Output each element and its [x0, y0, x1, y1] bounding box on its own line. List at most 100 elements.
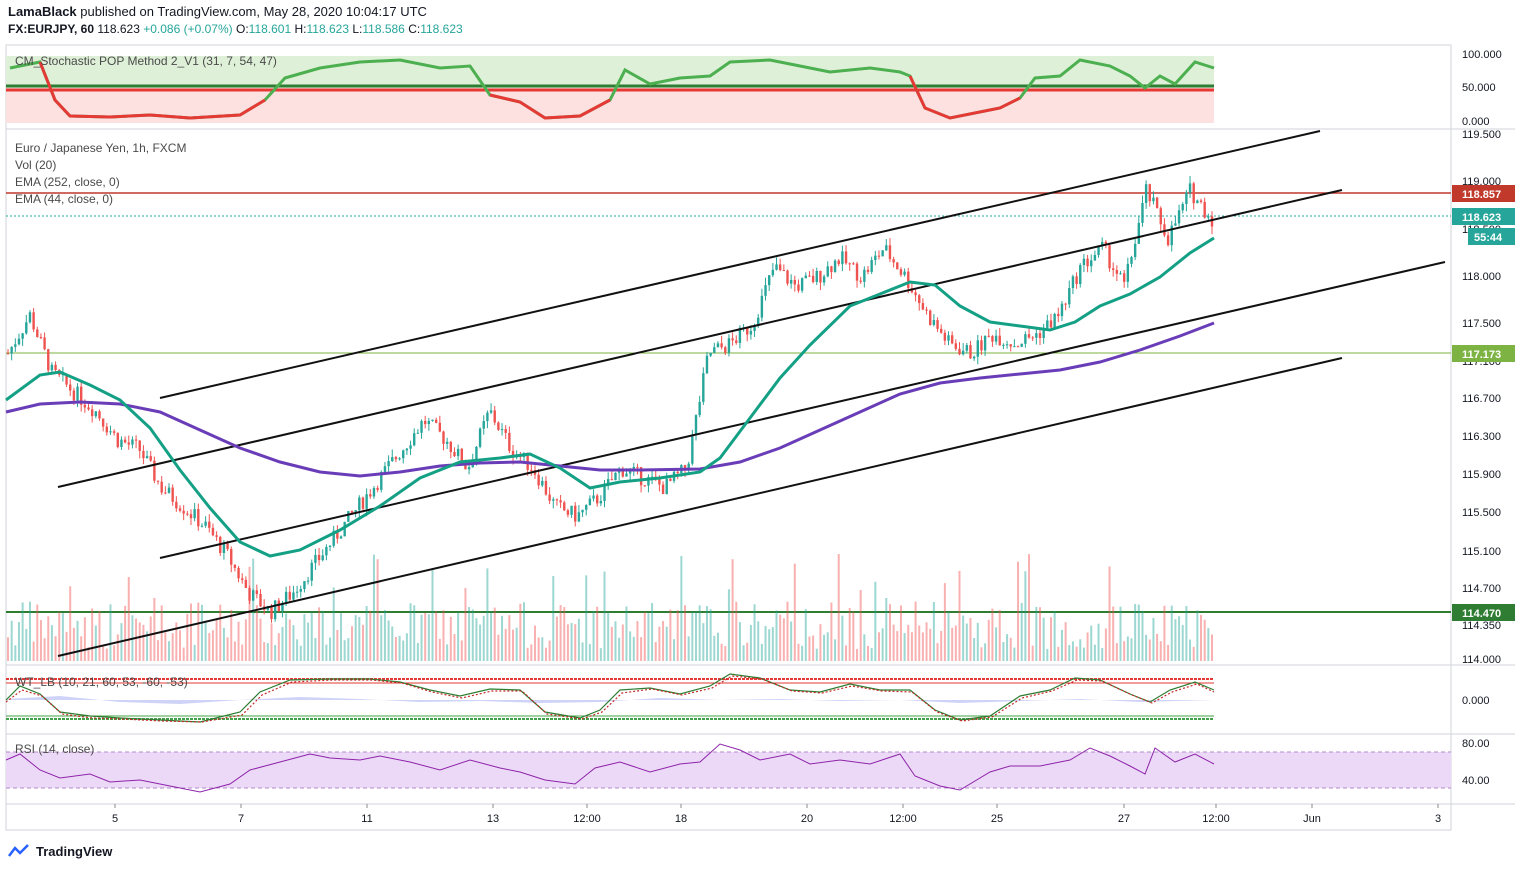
volume-bar — [1123, 641, 1126, 661]
candle-body — [50, 364, 54, 371]
channel-line-mid-lower[interactable] — [159, 261, 1446, 559]
volume-bar — [1115, 643, 1118, 661]
candle-body — [116, 432, 119, 447]
wt-label[interactable]: WT_LB (10, 21, 60, 53, -60, -53) — [15, 675, 188, 689]
time-axis[interactable]: 5 7 11 13 12:00 18 20 12:00 25 27 12:00 Jun 3 — [112, 804, 1441, 825]
volume-bar — [376, 559, 379, 661]
candle-body — [588, 498, 592, 506]
volume-bar — [837, 554, 840, 661]
candle-body — [746, 327, 749, 335]
volume-bar — [793, 563, 796, 661]
volume-bar — [449, 616, 452, 661]
volume-bar — [1178, 616, 1181, 661]
vol-label[interactable]: Vol (20) — [15, 158, 56, 172]
volume-bar — [940, 630, 943, 661]
volume-bar — [1130, 638, 1133, 661]
volume-bar — [1181, 624, 1184, 661]
candle-body — [277, 600, 281, 612]
volume-bar — [702, 623, 705, 661]
candle-body — [314, 554, 317, 563]
ema-44-line — [5, 236, 1215, 558]
candle-body — [123, 439, 127, 443]
candle-body — [647, 477, 650, 486]
close-value: 118.623 — [420, 22, 463, 36]
high-value: 118.623 — [306, 22, 350, 36]
symbol-label[interactable]: FX:EURJPY, 60 — [8, 22, 95, 36]
rsi-tick-80: 80.00 — [1462, 738, 1490, 750]
channel-line-upper[interactable] — [159, 130, 1321, 399]
main-title[interactable]: Euro / Japanese Yen, 1h, FXCM — [15, 141, 186, 155]
candle-body — [918, 295, 921, 304]
channel-line-lower[interactable] — [57, 357, 1343, 657]
rsi-label[interactable]: RSI (14, close) — [15, 742, 94, 756]
channel-line-mid-upper[interactable] — [57, 189, 1343, 488]
candle-body — [193, 509, 196, 519]
volume-bar — [830, 602, 833, 661]
stoch-label[interactable]: CM_Stochastic POP Method 2_V1 (31, 7, 54… — [15, 54, 277, 68]
tag-support-text: 114.470 — [1462, 608, 1501, 620]
ema-252-line — [5, 321, 1215, 478]
candle-body — [391, 457, 394, 462]
volume-bar — [233, 641, 236, 661]
candle-body — [149, 456, 152, 461]
volume-bar — [559, 605, 562, 661]
candle-body — [639, 467, 643, 486]
volume-bar — [361, 624, 364, 661]
candle-body — [160, 481, 163, 493]
volume-bar — [127, 576, 130, 661]
candle-body — [932, 320, 936, 325]
footer: TradingView — [8, 843, 112, 859]
volume-bar — [1082, 647, 1085, 661]
candle-body — [1104, 241, 1108, 246]
candle-body — [281, 603, 284, 612]
candle-body — [394, 457, 398, 460]
candle-body — [1188, 183, 1192, 193]
volume-bar — [779, 614, 782, 661]
volume-bar — [416, 643, 419, 661]
candle-body — [877, 255, 881, 257]
candle-body — [90, 409, 94, 417]
candle-body — [767, 275, 771, 286]
candle-body — [980, 340, 983, 351]
tradingview-logo-icon[interactable] — [8, 843, 30, 859]
candle-body — [112, 431, 116, 433]
brand-name[interactable]: TradingView — [36, 843, 113, 859]
volume-bar — [742, 645, 745, 661]
candle-body — [420, 420, 423, 433]
volume-bar — [1086, 632, 1089, 661]
candle-body — [899, 269, 903, 275]
publisher-name[interactable]: LamaBlack — [8, 4, 77, 19]
volume-bar — [72, 627, 75, 661]
candle-body — [563, 502, 566, 511]
candle-body — [17, 338, 21, 345]
volume-bar — [391, 626, 394, 661]
volume-bar — [640, 637, 643, 661]
candle-body — [1024, 334, 1027, 344]
high-label: H: — [294, 22, 307, 36]
volume-bar — [1090, 625, 1093, 661]
candle-body — [793, 279, 797, 285]
volume-bar — [69, 586, 72, 661]
candle-body — [361, 497, 365, 509]
candle-body — [442, 431, 445, 444]
volume-bar — [647, 613, 650, 661]
rsi-tick-40: 40.00 — [1462, 775, 1490, 787]
tag-countdown — [1468, 228, 1515, 245]
candle-body — [87, 407, 90, 410]
volume-bar — [168, 641, 171, 661]
candle-body — [958, 348, 961, 355]
candle-body — [241, 578, 244, 580]
volume-bar — [508, 615, 511, 661]
volume-bar — [76, 620, 79, 661]
candle-body — [138, 440, 141, 451]
price-tick-label: 114.000 — [1462, 654, 1501, 666]
candle-body — [1207, 216, 1210, 218]
volume-bar — [149, 616, 152, 661]
ema252-label[interactable]: EMA (252, close, 0) — [15, 175, 120, 189]
volume-bar — [929, 628, 932, 661]
candle-body — [833, 260, 837, 273]
volume-bar — [965, 623, 968, 661]
ema44-label[interactable]: EMA (44, close, 0) — [15, 192, 113, 206]
candle-body — [852, 263, 855, 265]
